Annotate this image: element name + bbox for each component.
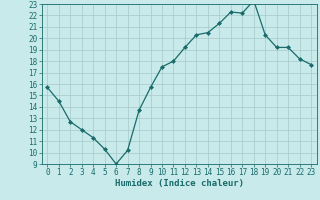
X-axis label: Humidex (Indice chaleur): Humidex (Indice chaleur) <box>115 179 244 188</box>
